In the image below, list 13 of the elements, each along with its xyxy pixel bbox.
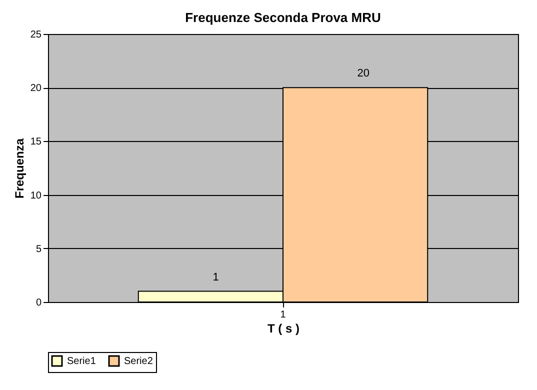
y-tick-label: 15 xyxy=(30,136,42,148)
x-axis-title: T ( s ) xyxy=(268,322,300,336)
y-tick-label: 5 xyxy=(36,244,42,255)
chart-title: Frequenze Seconda Prova MRU xyxy=(185,10,381,25)
y-tick-label: 10 xyxy=(30,190,42,202)
y-tick-label: 25 xyxy=(30,30,42,40)
y-axis-title: Frequenza xyxy=(12,138,26,199)
y-tick-label: 20 xyxy=(30,83,42,94)
legend-label: Serie2 xyxy=(124,356,154,367)
data-label: 1 xyxy=(212,271,219,284)
legend-label: Serie1 xyxy=(67,356,96,367)
y-tick-label: 0 xyxy=(36,298,42,308)
data-label: 20 xyxy=(357,68,370,80)
